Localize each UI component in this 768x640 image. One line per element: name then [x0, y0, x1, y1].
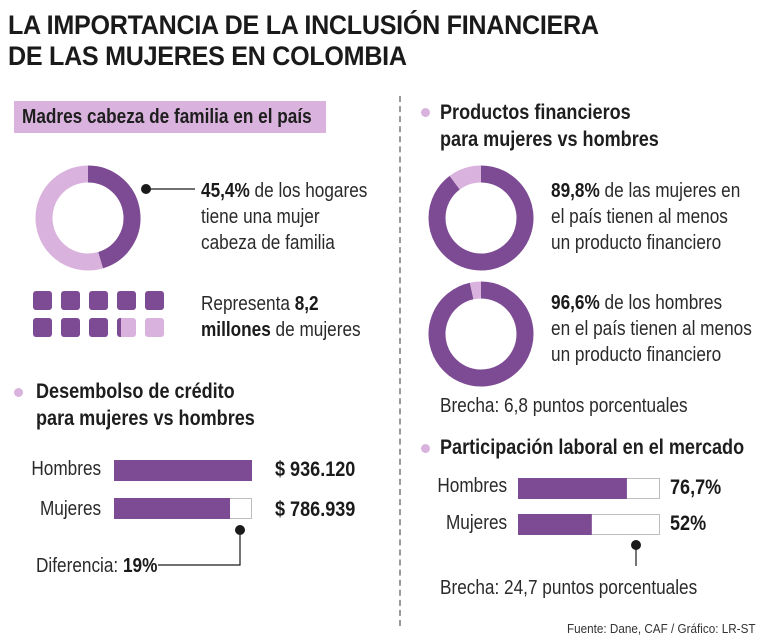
productos-women-value: 89,8% — [551, 180, 600, 202]
laboral-gap-connector — [631, 540, 641, 566]
productos-men-value: 96,6% — [551, 292, 600, 314]
bars-laboral-bar-1 — [518, 514, 592, 535]
bars-credito-bar-0 — [114, 460, 252, 481]
represent-text: Representa — [201, 293, 295, 315]
million-square — [61, 291, 80, 310]
represent-millions: millones — [201, 319, 271, 341]
million-square — [61, 318, 80, 337]
credito-bar-chart — [114, 460, 252, 519]
madres-pct-text-1: de los hogares — [249, 180, 368, 202]
donut-madres-chart — [35, 165, 195, 271]
madres-section-label: Madres cabeza de familia en el país — [14, 101, 326, 133]
laboral-label-mujeres: Mujeres — [445, 512, 507, 534]
million-square — [117, 318, 136, 337]
million-square — [33, 291, 52, 310]
productos-men-text-1: de los hombres — [599, 292, 723, 314]
laboral-heading: Participación laboral en el mercado — [440, 436, 745, 459]
laboral-label-hombres: Hombres — [437, 475, 507, 497]
credito-label-mujeres: Mujeres — [39, 498, 101, 520]
donut-women-slice-0 — [428, 165, 534, 271]
credito-diff-value: 19% — [122, 555, 158, 577]
madres-label-text: Madres cabeza de familia en el país — [22, 106, 312, 128]
title-line-1: LA IMPORTANCIA DE LA INCLUSIÓN FINANCIER… — [8, 10, 599, 40]
productos-bullet — [421, 108, 430, 117]
laboral-value-mujeres: 52% — [670, 512, 707, 535]
productos-heading-2: para mujeres vs hombres — [440, 128, 659, 151]
source-credit: Fuente: Dane, CAF / Gráfico: LR-ST — [567, 621, 756, 636]
madres-pct-value: 45,4% — [201, 180, 250, 202]
title-line-2: DE LAS MUJERES EN COLOMBIA — [8, 41, 407, 71]
madres-pct-line-2: tiene una mujer — [201, 206, 320, 228]
laboral-bullet — [421, 444, 430, 453]
donut-hombres-chart — [428, 281, 534, 387]
represent-line-2: millones de mujeres — [201, 317, 361, 343]
productos-women-line-1: 89,8% de las mujeres en — [551, 178, 740, 204]
donut-men-slice-1 — [469, 281, 482, 300]
represent-tail: de mujeres — [270, 319, 361, 341]
productos-men-line-1: 96,6% de los hombres — [551, 290, 722, 316]
credito-value-hombres: $ 936.120 — [275, 458, 356, 481]
productos-heading-1: Productos financieros — [440, 101, 631, 124]
productos-men-line-3: un producto financiero — [551, 344, 722, 366]
laboral-gap: Brecha: 24,7 puntos porcentuales — [440, 577, 698, 599]
productos-women-text-1: de las mujeres en — [599, 180, 741, 202]
credito-heading-1: Desembolso de crédito — [36, 380, 235, 403]
productos-gap: Brecha: 6,8 puntos porcentuales — [440, 395, 688, 417]
millions-squares — [33, 291, 173, 339]
donut-mujeres-chart — [428, 165, 534, 271]
bars-credito-bar-1 — [114, 498, 231, 519]
productos-men-line-2: en el país tienen al menos — [551, 318, 752, 340]
laboral-value-hombres: 76,7% — [670, 476, 722, 499]
laboral-bar-chart — [518, 478, 660, 535]
madres-pct-line-3: cabeza de familia — [201, 232, 335, 254]
credito-heading-2: para mujeres vs hombres — [36, 407, 255, 430]
donut-men-slice-0 — [428, 281, 534, 387]
donut-women-slice-1 — [449, 165, 482, 190]
donut-madres-slice-0 — [87, 165, 141, 269]
credito-diff: Diferencia: 19% — [36, 553, 157, 579]
productos-women-line-2: el país tienen al menos — [551, 206, 728, 228]
represent-value: 8,2 — [294, 293, 319, 315]
million-square — [89, 318, 108, 337]
credito-bullet — [14, 388, 23, 397]
productos-women-line-3: un producto financiero — [551, 232, 722, 254]
million-square — [117, 291, 136, 310]
column-divider — [399, 96, 401, 626]
credito-label-hombres: Hombres — [31, 458, 101, 480]
million-square — [33, 318, 52, 337]
madres-pct-line-1: 45,4% de los hogares — [201, 178, 367, 204]
bars-laboral-bar-0 — [518, 478, 627, 499]
credito-diff-text: Diferencia: — [36, 555, 123, 577]
million-square — [89, 291, 108, 310]
donut-madres-slice-1 — [35, 165, 103, 271]
credito-diff-connector — [158, 525, 245, 566]
represent-line-1: Representa 8,2 — [201, 291, 319, 317]
page-title: LA IMPORTANCIA DE LA INCLUSIÓN FINANCIER… — [8, 10, 643, 72]
million-square — [145, 318, 164, 337]
million-square — [145, 291, 164, 310]
credito-value-mujeres: $ 786.939 — [275, 498, 356, 521]
